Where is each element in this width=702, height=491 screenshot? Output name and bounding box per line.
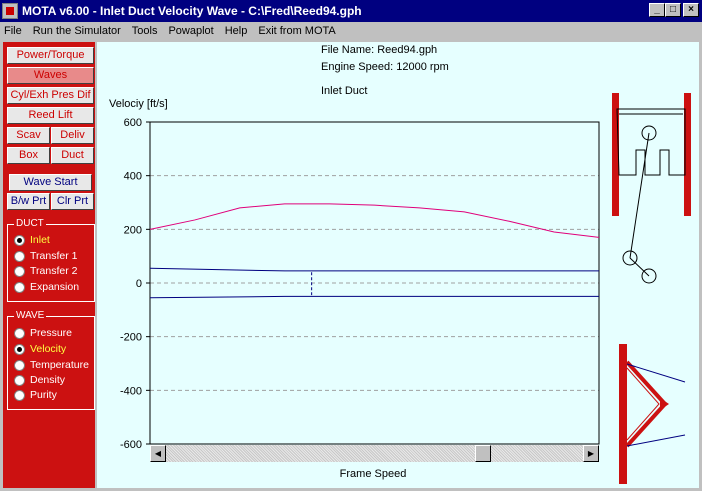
radio-velocity[interactable]: Velocity [14, 343, 66, 355]
minimize-button[interactable]: _ [649, 3, 665, 17]
cylinder-wall-left [612, 93, 619, 216]
box-button[interactable]: Box [7, 147, 50, 164]
radio-transfer-1-label: Transfer 1 [30, 250, 78, 262]
piston-crank-diagram [612, 93, 691, 284]
duct-group: DUCT Inlet Transfer 1 Transfer 2 Expansi… [7, 218, 95, 302]
radio-expansion[interactable]: Expansion [14, 281, 79, 293]
duct-group-title: DUCT [14, 218, 46, 230]
menu-help[interactable]: Help [224, 25, 248, 37]
radio-selected-icon [14, 343, 25, 355]
radio-pressure-label: Pressure [30, 327, 73, 339]
y-tick-labels: 600 400 200 0 -200 -400 -600 [120, 117, 150, 451]
y-axis-label: Velociy [ft/s] [109, 98, 168, 110]
y-tick-label: 400 [124, 171, 142, 183]
deliv-button[interactable]: Deliv [51, 127, 94, 144]
crank-arm [629, 257, 650, 277]
power-torque-button[interactable]: Power/Torque [7, 47, 94, 64]
y-tick-label: 200 [124, 224, 142, 236]
menu-powaplot[interactable]: Powaplot [168, 25, 214, 37]
radio-purity-label: Purity [30, 389, 57, 401]
menu-run-simulator[interactable]: Run the Simulator [32, 25, 121, 37]
radio-empty-icon [14, 327, 25, 339]
cylinder-wall-right [684, 93, 691, 216]
radio-empty-icon [14, 265, 25, 277]
connecting-rod [629, 132, 650, 259]
radio-expansion-label: Expansion [30, 281, 80, 293]
reed-valve-diagram [619, 344, 686, 484]
wave-start-button[interactable]: Wave Start [9, 174, 92, 191]
y-tick-label: 0 [136, 278, 142, 290]
y-tick-label: -200 [120, 332, 142, 344]
radio-density[interactable]: Density [14, 374, 65, 386]
crankshaft-icon [641, 268, 657, 284]
cyl-exh-pres-dif-button[interactable]: Cyl/Exh Pres Dif [7, 87, 94, 104]
y-tick-label: -400 [120, 385, 142, 397]
reed-petal-bottom [626, 434, 686, 447]
gudgeon-pin-icon [641, 125, 657, 141]
close-button[interactable]: × [683, 3, 699, 17]
radio-empty-icon [14, 359, 25, 371]
menu-bar: File Run the Simulator Tools Powaplot He… [0, 22, 702, 40]
series-line-1 [149, 267, 599, 272]
menu-file[interactable]: File [4, 25, 22, 37]
title-bar: MOTA v6.00 - Inlet Duct Velocity Wave - … [0, 0, 702, 22]
radio-selected-icon [14, 234, 25, 246]
radio-transfer-2-label: Transfer 2 [30, 265, 78, 277]
y-tick-label: 600 [124, 117, 142, 129]
series-line-2 [149, 295, 599, 299]
window-title: MOTA v6.00 - Inlet Duct Velocity Wave - … [22, 4, 362, 18]
bw-print-button[interactable]: B/w Prt [7, 193, 50, 210]
radio-density-label: Density [30, 374, 66, 386]
velocity-chart: Velociy [ft/s] Frame Speed 600 400 200 0 -20… [109, 93, 691, 484]
reed-cage-inner [626, 367, 660, 441]
y-tick-label: -600 [120, 439, 142, 451]
radio-transfer-2[interactable]: Transfer 2 [14, 265, 77, 277]
frame-speed-scrollbar[interactable]: ◀ ▶ [150, 445, 599, 462]
scav-button[interactable]: Scav [7, 127, 50, 144]
plot-frame [149, 121, 600, 445]
duct-button[interactable]: Duct [51, 147, 94, 164]
wave-group-title: WAVE [14, 310, 47, 322]
sidebar: Power/Torque Waves Cyl/Exh Pres Dif Reed… [3, 42, 95, 488]
radio-inlet[interactable]: Inlet [14, 234, 50, 246]
wave-group: WAVE Pressure Velocity Temperature Densi… [7, 310, 95, 410]
grid-lines [150, 175, 599, 391]
crank-pin-icon [622, 250, 638, 266]
menu-tools[interactable]: Tools [131, 25, 158, 37]
file-name-label: File Name: Reed94.gph [321, 44, 438, 56]
radio-temperature-label: Temperature [30, 359, 89, 371]
radio-empty-icon [14, 374, 25, 386]
radio-inlet-label: Inlet [30, 234, 50, 246]
radio-purity[interactable]: Purity [14, 389, 57, 401]
scroll-left-arrow-icon[interactable]: ◀ [150, 445, 166, 462]
maximize-button[interactable]: □ [665, 3, 681, 17]
main-panel: File Name: Reed94.gph Engine Speed: 1200… [97, 42, 699, 488]
scroll-right-arrow-icon[interactable]: ▶ [583, 445, 599, 462]
reed-block-bar [619, 344, 627, 484]
menu-exit[interactable]: Exit from MOTA [258, 25, 336, 37]
scroll-thumb[interactable] [475, 445, 491, 462]
reed-tip-marker [660, 398, 669, 410]
waves-button[interactable]: Waves [7, 67, 94, 84]
color-print-button[interactable]: Clr Prt [51, 193, 94, 210]
piston-outline [616, 108, 686, 176]
radio-velocity-label: Velocity [30, 343, 67, 355]
window-controls: _ □ × [649, 3, 699, 17]
reed-lift-button[interactable]: Reed Lift [7, 107, 94, 124]
app-icon[interactable] [2, 3, 18, 19]
engine-speed-label: Engine Speed: 12000 rpm [321, 61, 449, 73]
radio-empty-icon [14, 250, 25, 262]
series-group [149, 203, 600, 299]
radio-pressure[interactable]: Pressure [14, 327, 72, 339]
radio-temperature[interactable]: Temperature [14, 359, 89, 371]
radio-empty-icon [14, 281, 25, 293]
duct-title: Inlet Duct [321, 85, 368, 97]
radio-transfer-1[interactable]: Transfer 1 [14, 250, 77, 262]
reed-petal-top [626, 363, 686, 383]
radio-empty-icon [14, 389, 25, 401]
x-axis-label: Frame Speed [340, 468, 407, 480]
series-line-0 [149, 203, 600, 238]
